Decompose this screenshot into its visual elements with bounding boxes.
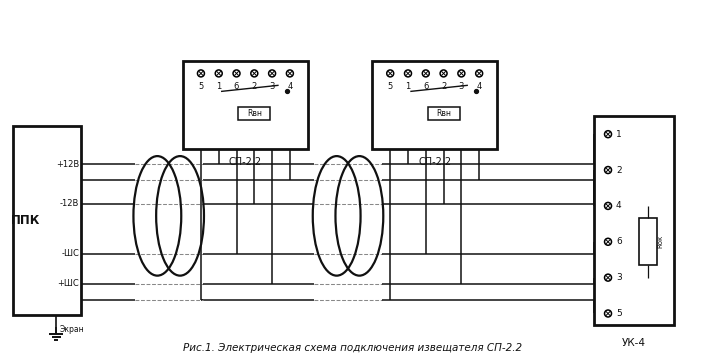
Text: 2: 2	[616, 166, 621, 175]
Text: 3: 3	[270, 82, 275, 91]
Text: 4: 4	[287, 82, 292, 91]
Text: 4: 4	[616, 201, 621, 210]
Text: 4: 4	[477, 82, 481, 91]
Text: 5: 5	[198, 82, 203, 91]
Text: 6: 6	[423, 82, 429, 91]
Text: 2: 2	[441, 82, 446, 91]
Bar	[13, 126, 81, 316]
Text: УК-4: УК-4	[622, 339, 646, 348]
Text: +12В: +12В	[56, 159, 79, 169]
Text: ППК: ППК	[11, 214, 40, 228]
Text: +ШС: +ШС	[57, 279, 79, 288]
Bar	[373, 62, 497, 149]
Text: 6: 6	[616, 237, 622, 246]
Text: Rок: Rок	[658, 235, 664, 248]
Text: Rвн: Rвн	[247, 109, 262, 118]
Text: СП-2.2: СП-2.2	[229, 157, 262, 167]
Text: Rвн: Rвн	[436, 109, 451, 118]
Text: Рис.1. Электрическая схема подключения извещателя СП-2.2: Рис.1. Электрическая схема подключения и…	[184, 343, 522, 353]
Text: 1: 1	[216, 82, 222, 91]
Text: -12В: -12В	[60, 199, 79, 209]
Text: 6: 6	[234, 82, 239, 91]
Text: 1: 1	[405, 82, 411, 91]
Text: СП-2.2: СП-2.2	[418, 157, 451, 167]
Bar	[239, 107, 270, 120]
Text: Экран: Экран	[59, 325, 84, 334]
Text: 5: 5	[388, 82, 393, 91]
Bar	[594, 116, 674, 325]
Text: 5: 5	[616, 309, 622, 318]
Bar	[639, 218, 657, 265]
Text: 2: 2	[251, 82, 257, 91]
Text: 1: 1	[616, 130, 622, 139]
Text: -ШС: -ШС	[61, 249, 79, 258]
Text: 3: 3	[459, 82, 464, 91]
Bar	[428, 107, 460, 120]
Bar	[183, 62, 308, 149]
Text: 3: 3	[616, 273, 622, 282]
